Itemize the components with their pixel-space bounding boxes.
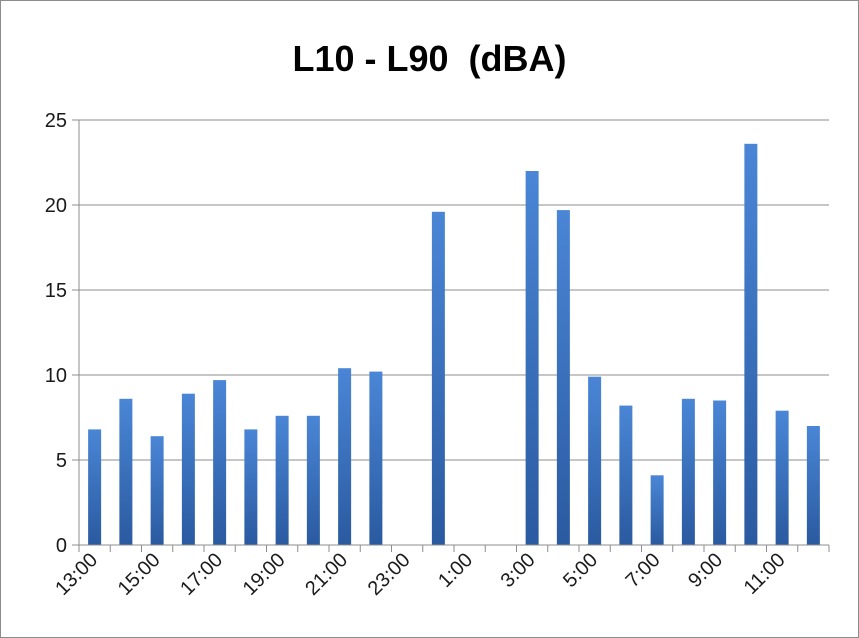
x-tick-label: 19:00 — [239, 549, 290, 600]
bar — [775, 410, 789, 545]
y-tick-label: 15 — [45, 280, 67, 302]
bar — [713, 400, 727, 545]
y-tick-label: 20 — [45, 195, 67, 217]
axes — [78, 120, 830, 552]
x-tick-label: 3:00 — [497, 549, 540, 592]
x-tick-label: 9:00 — [684, 549, 727, 592]
bar — [181, 393, 195, 545]
x-tick-label: 15:00 — [114, 549, 165, 600]
bar — [806, 426, 820, 545]
x-tick-label: 11:00 — [740, 549, 790, 599]
bar — [650, 475, 664, 545]
bar — [556, 210, 570, 545]
x-tick-label: 21:00 — [301, 549, 352, 600]
bar — [119, 398, 133, 545]
bar — [275, 415, 289, 545]
y-tick-label: 0 — [56, 535, 67, 557]
y-tick-labels: 0 5 10 15 20 25 — [45, 110, 67, 557]
bar — [338, 368, 352, 545]
bar — [588, 376, 602, 545]
bar — [744, 143, 758, 546]
bar — [244, 429, 258, 545]
x-tick-label: 7:00 — [622, 549, 665, 592]
x-tick-label: 5:00 — [559, 549, 602, 592]
bar — [525, 171, 539, 545]
bar — [431, 211, 445, 546]
x-tick-label: 23:00 — [364, 549, 415, 600]
bars — [88, 143, 820, 546]
bar — [619, 405, 633, 545]
x-tick-label: 17:00 — [176, 549, 227, 600]
bar — [681, 398, 695, 545]
bar — [306, 415, 320, 545]
chart-title: L10 - L90 (dBA) — [292, 38, 567, 79]
y-tick-label: 10 — [45, 365, 67, 387]
bar — [88, 429, 102, 545]
gridlines — [72, 119, 829, 546]
y-tick-label: 5 — [56, 450, 67, 472]
y-tick-label: 25 — [45, 110, 67, 132]
bar — [150, 436, 164, 545]
bar — [213, 380, 227, 545]
x-tick-label: 1:00 — [434, 549, 477, 592]
bar — [369, 371, 383, 545]
x-tick-labels: 13:00 15:00 17:00 19:00 21:00 23:00 1:00 3:00 5:… — [51, 549, 789, 600]
